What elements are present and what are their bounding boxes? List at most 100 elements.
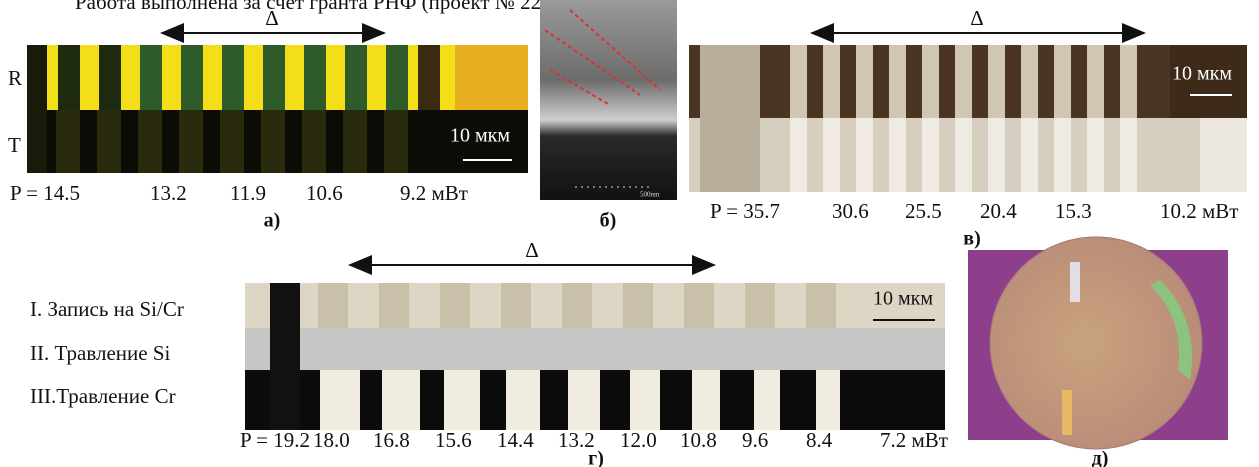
diffraction	[1062, 390, 1072, 435]
stripe	[745, 283, 775, 328]
stripe	[304, 45, 326, 110]
stripe	[1120, 45, 1137, 118]
delta-label: Δ	[265, 6, 279, 30]
caption: г)	[588, 448, 604, 467]
stripe	[379, 283, 409, 328]
panel-a	[27, 45, 528, 173]
power-label: P = 35.7	[710, 199, 780, 223]
panel-d	[245, 283, 945, 430]
caption: б)	[600, 210, 617, 232]
power-label: 15.6	[435, 428, 472, 452]
row-label: R	[8, 66, 22, 90]
diffraction	[1070, 262, 1080, 302]
panel-c	[689, 45, 1247, 192]
stripe	[1054, 118, 1071, 192]
stripe	[384, 110, 408, 173]
row-label: I. Запись на Si/Cr	[30, 297, 184, 321]
stripe	[955, 118, 972, 192]
stripe	[455, 45, 528, 110]
power-label: 15.3	[1055, 199, 1092, 223]
power-label: 7.2 мВт	[880, 428, 948, 452]
delta-label: Δ	[970, 6, 984, 30]
stripe	[138, 110, 162, 173]
stripe	[270, 283, 300, 430]
stripe	[790, 118, 807, 192]
stripe	[181, 45, 203, 110]
stripe	[790, 45, 807, 118]
stripe	[955, 45, 972, 118]
stripe	[302, 110, 326, 173]
row-label: III.Травление Cr	[30, 384, 176, 408]
caption: а)	[264, 210, 281, 232]
stripe	[823, 45, 840, 118]
image-row	[245, 283, 945, 328]
stripe	[623, 283, 653, 328]
stripe	[263, 45, 285, 110]
stripe	[754, 370, 780, 430]
power-label: 25.5	[905, 199, 942, 223]
stripe	[1200, 118, 1247, 192]
stripe	[922, 118, 939, 192]
stripe	[1021, 118, 1038, 192]
caption: в)	[963, 228, 980, 250]
stripe	[1087, 118, 1104, 192]
power-label: P = 14.5	[10, 181, 80, 205]
power-label: 9.6	[742, 428, 768, 452]
stripe	[345, 45, 367, 110]
power-label: 30.6	[832, 199, 869, 223]
caption: д)	[1092, 448, 1109, 467]
stripe	[56, 110, 80, 173]
stripe	[684, 283, 714, 328]
power-label: 10.6	[306, 181, 343, 205]
stripe	[501, 283, 531, 328]
stripe	[97, 110, 121, 173]
power-label: 8.4	[806, 428, 833, 452]
power-label: 16.8	[373, 428, 410, 452]
stripe	[222, 45, 244, 110]
stripe	[58, 45, 80, 110]
stripe	[856, 118, 873, 192]
power-label: 11.9	[230, 181, 266, 205]
power-label: 20.4	[980, 199, 1017, 223]
stripe	[27, 45, 47, 173]
stripe	[318, 283, 348, 328]
stripe	[1087, 45, 1104, 118]
stripe	[386, 45, 408, 110]
stripe	[889, 45, 906, 118]
stripe	[630, 370, 660, 430]
stripe	[988, 45, 1005, 118]
scale-label: 10 мкм	[450, 125, 510, 147]
stripe	[700, 45, 760, 192]
page: Работа выполнена за счет гранта РНФ (про…	[0, 0, 1259, 467]
stripe	[1120, 118, 1137, 192]
stripe	[692, 370, 720, 430]
scale-label: 500nm	[640, 191, 660, 199]
power-label: 9.2 мВт	[400, 181, 468, 205]
stripe	[418, 45, 440, 110]
stripe	[562, 283, 592, 328]
stripe	[99, 45, 121, 110]
stripe	[343, 110, 367, 173]
sem-image	[540, 0, 677, 200]
scale-label: 10 мкм	[1172, 63, 1232, 85]
power-label: P = 19.2	[240, 428, 310, 452]
stripe	[856, 45, 873, 118]
stripe	[320, 370, 360, 430]
stripe	[1054, 45, 1071, 118]
stripe	[179, 110, 203, 173]
power-label: 13.2	[150, 181, 187, 205]
wafer	[990, 237, 1202, 449]
row-label: T	[8, 133, 21, 157]
stripe	[889, 118, 906, 192]
stripe	[922, 45, 939, 118]
stripe	[440, 283, 470, 328]
power-label: 10.2 мВт	[1160, 199, 1238, 223]
scale-label: 10 мкм	[873, 288, 933, 310]
power-label: 10.8	[680, 428, 717, 452]
stripe	[823, 118, 840, 192]
stripe	[506, 370, 540, 430]
image-row	[245, 328, 945, 370]
stripe	[568, 370, 600, 430]
stripe	[988, 118, 1005, 192]
power-label: 18.0	[313, 428, 350, 452]
